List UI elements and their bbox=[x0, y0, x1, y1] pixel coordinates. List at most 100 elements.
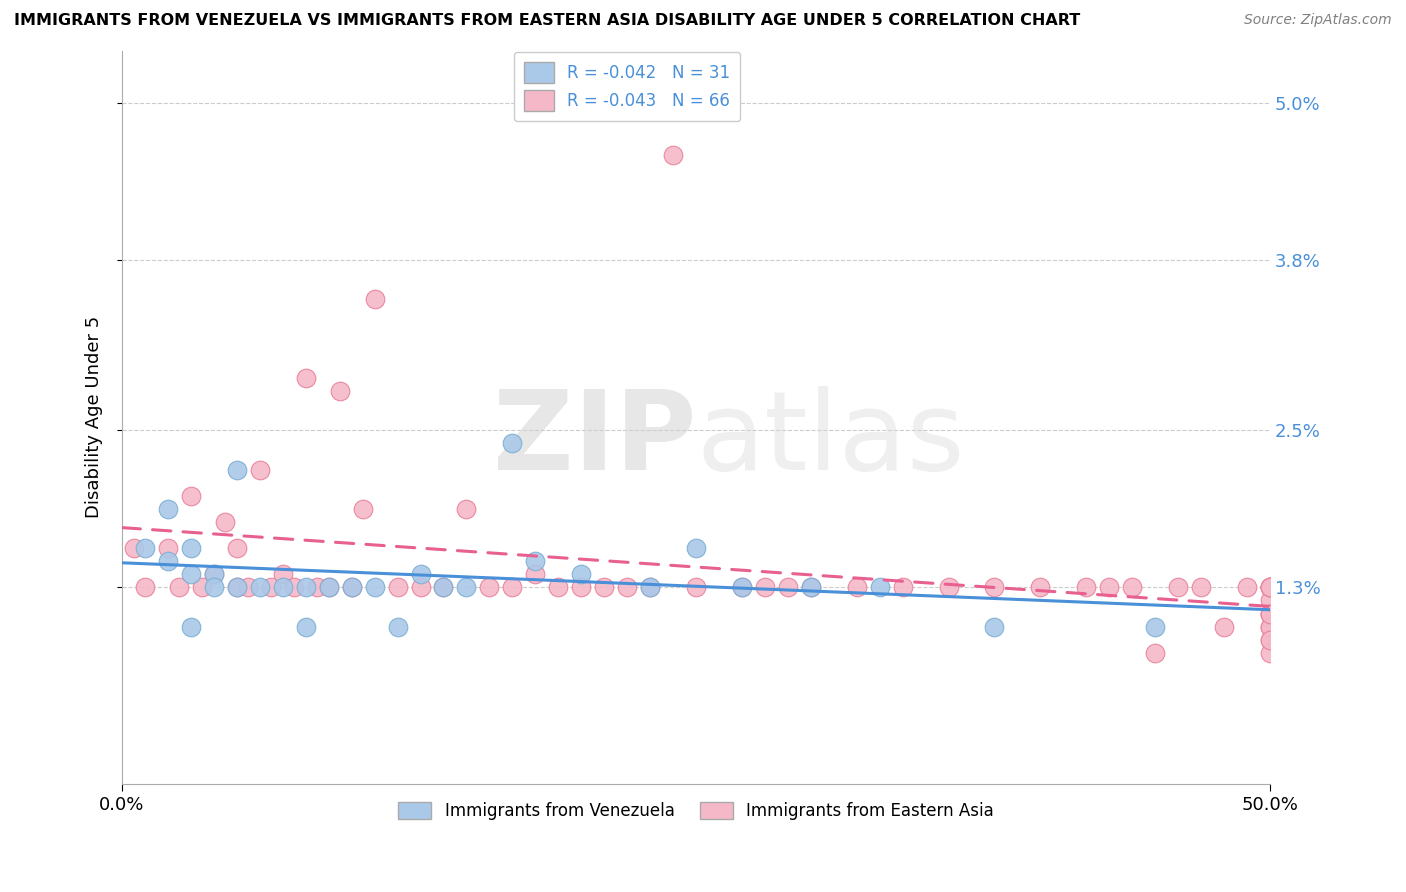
Point bbox=[214, 515, 236, 529]
Point bbox=[1213, 620, 1236, 634]
Point bbox=[294, 371, 316, 385]
Point bbox=[1258, 632, 1281, 647]
Point bbox=[225, 462, 247, 476]
Point bbox=[202, 567, 225, 582]
Point bbox=[1144, 646, 1167, 660]
Point bbox=[387, 620, 409, 634]
Point bbox=[776, 580, 799, 594]
Point bbox=[845, 580, 868, 594]
Point bbox=[800, 580, 823, 594]
Point bbox=[983, 620, 1005, 634]
Point bbox=[271, 580, 294, 594]
Point bbox=[307, 580, 329, 594]
Point bbox=[134, 541, 156, 555]
Point bbox=[638, 580, 661, 594]
Point bbox=[891, 580, 914, 594]
Point bbox=[1258, 632, 1281, 647]
Point bbox=[294, 580, 316, 594]
Point bbox=[754, 580, 776, 594]
Point bbox=[1258, 607, 1281, 621]
Point bbox=[501, 580, 523, 594]
Point bbox=[180, 541, 202, 555]
Point bbox=[432, 580, 454, 594]
Point bbox=[340, 580, 363, 594]
Point bbox=[180, 489, 202, 503]
Point bbox=[569, 567, 592, 582]
Point bbox=[1029, 580, 1052, 594]
Point bbox=[593, 580, 616, 594]
Point bbox=[456, 580, 478, 594]
Point bbox=[180, 620, 202, 634]
Point bbox=[191, 580, 214, 594]
Point bbox=[122, 541, 145, 555]
Point bbox=[202, 567, 225, 582]
Point bbox=[1258, 607, 1281, 621]
Point bbox=[456, 501, 478, 516]
Point bbox=[249, 462, 271, 476]
Point bbox=[249, 580, 271, 594]
Point bbox=[409, 580, 432, 594]
Point bbox=[387, 580, 409, 594]
Point bbox=[1258, 593, 1281, 607]
Text: ZIP: ZIP bbox=[492, 385, 696, 492]
Point bbox=[1189, 580, 1212, 594]
Point bbox=[156, 541, 179, 555]
Point bbox=[1144, 620, 1167, 634]
Point bbox=[983, 580, 1005, 594]
Point bbox=[569, 580, 592, 594]
Point bbox=[1076, 580, 1098, 594]
Point bbox=[547, 580, 569, 594]
Point bbox=[731, 580, 754, 594]
Point bbox=[1121, 580, 1143, 594]
Point bbox=[340, 580, 363, 594]
Point bbox=[662, 148, 685, 162]
Point bbox=[409, 567, 432, 582]
Point bbox=[1258, 580, 1281, 594]
Point bbox=[363, 293, 385, 307]
Point bbox=[524, 554, 547, 568]
Point bbox=[1167, 580, 1189, 594]
Point bbox=[501, 436, 523, 450]
Point bbox=[225, 580, 247, 594]
Point bbox=[202, 580, 225, 594]
Point bbox=[731, 580, 754, 594]
Point bbox=[1258, 580, 1281, 594]
Point bbox=[1258, 580, 1281, 594]
Point bbox=[478, 580, 501, 594]
Point bbox=[225, 541, 247, 555]
Point bbox=[363, 580, 385, 594]
Legend: Immigrants from Venezuela, Immigrants from Eastern Asia: Immigrants from Venezuela, Immigrants fr… bbox=[391, 795, 1001, 827]
Point bbox=[1258, 580, 1281, 594]
Point bbox=[638, 580, 661, 594]
Point bbox=[800, 580, 823, 594]
Point bbox=[180, 567, 202, 582]
Point bbox=[238, 580, 260, 594]
Point bbox=[524, 567, 547, 582]
Point bbox=[616, 580, 638, 594]
Point bbox=[938, 580, 960, 594]
Point bbox=[318, 580, 340, 594]
Point bbox=[260, 580, 283, 594]
Point bbox=[1258, 607, 1281, 621]
Point bbox=[156, 501, 179, 516]
Point bbox=[869, 580, 891, 594]
Point bbox=[225, 580, 247, 594]
Point bbox=[1098, 580, 1121, 594]
Point bbox=[329, 384, 352, 398]
Point bbox=[156, 554, 179, 568]
Point bbox=[685, 580, 707, 594]
Point bbox=[352, 501, 374, 516]
Point bbox=[1258, 620, 1281, 634]
Point bbox=[1258, 620, 1281, 634]
Point bbox=[134, 580, 156, 594]
Y-axis label: Disability Age Under 5: Disability Age Under 5 bbox=[86, 316, 103, 518]
Point bbox=[318, 580, 340, 594]
Point bbox=[432, 580, 454, 594]
Point bbox=[283, 580, 305, 594]
Point bbox=[685, 541, 707, 555]
Point bbox=[169, 580, 191, 594]
Text: atlas: atlas bbox=[696, 385, 965, 492]
Point bbox=[294, 620, 316, 634]
Point bbox=[1258, 646, 1281, 660]
Point bbox=[1236, 580, 1258, 594]
